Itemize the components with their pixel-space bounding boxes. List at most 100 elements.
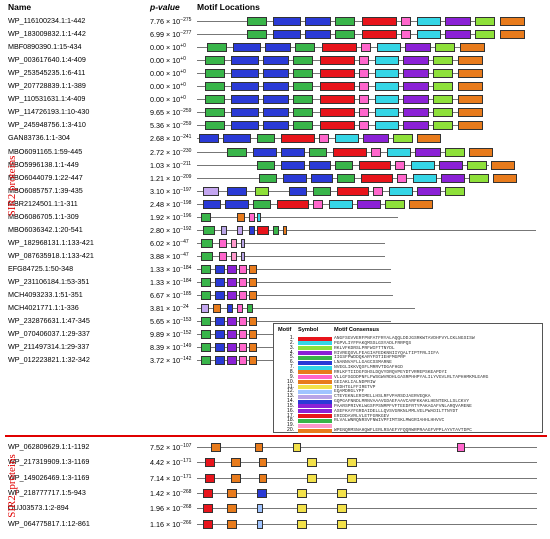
group-separator	[5, 435, 547, 437]
motif-block	[257, 519, 263, 529]
legend-motif-number: 8.	[289, 368, 294, 375]
motif-block	[293, 95, 313, 105]
motif-block	[297, 519, 307, 529]
pvalue-mantissa: 9.89 × 10	[150, 330, 181, 340]
motif-block	[227, 278, 237, 287]
motif-block	[433, 95, 453, 105]
legend-consensus: VLLGFSGDDPNFLFWSGWVRDHLGASRPHHPYALILYVGV…	[334, 374, 489, 380]
legend-symbol-swatch	[298, 423, 332, 428]
motif-block	[433, 121, 453, 131]
motif-block	[211, 443, 221, 452]
motif-block	[263, 69, 289, 79]
motif-block	[362, 17, 397, 26]
legend-symbol-swatch	[298, 365, 332, 370]
motif-block	[467, 160, 487, 170]
motif-block	[231, 69, 259, 79]
legend-motif-number: 7.	[289, 364, 294, 371]
motif-block	[227, 304, 233, 314]
pvalue-exponent: −142	[180, 356, 192, 363]
motif-block	[389, 186, 413, 196]
motif-block	[371, 147, 381, 157]
motif-block	[247, 304, 253, 314]
pvalue-mantissa: 2.72 × 10	[150, 147, 181, 157]
legend-motif-number: 19.	[287, 422, 294, 429]
sequence-line	[197, 242, 385, 244]
pvalue-exponent: −153	[180, 317, 192, 324]
sequence-line	[197, 308, 416, 310]
motif-block	[201, 212, 211, 222]
legend-consensus: LNANNVAFLLGAGCSSMARNE	[334, 360, 392, 366]
motif-block	[403, 69, 429, 79]
motif-block	[445, 17, 471, 26]
motif-block	[263, 108, 289, 118]
row-pvalue: 3.72 × 10−142	[150, 355, 191, 365]
motif-block	[491, 160, 515, 170]
legend-motif-number: 12.	[287, 388, 294, 395]
motif-block	[231, 121, 259, 131]
motif-block	[475, 30, 495, 40]
legend-consensus: TEDHTGLFFIRETVP	[334, 384, 376, 390]
pvalue-mantissa: 5.36 × 10	[150, 121, 181, 131]
legend-header-motif: Motif	[278, 327, 292, 333]
motif-block	[257, 212, 261, 222]
sequence-line	[197, 268, 392, 270]
legend-symbol-swatch	[298, 428, 332, 433]
pvalue-exponent: −211	[180, 160, 192, 167]
legend-motif-number: 6.	[289, 359, 294, 366]
motif-block	[259, 458, 267, 468]
motif-block	[357, 199, 381, 209]
motif-block	[239, 291, 247, 301]
pvalue-mantissa: 0.00 × 10	[150, 95, 181, 105]
motif-block	[263, 82, 289, 92]
pvalue-exponent: −185	[180, 291, 192, 298]
pvalue-mantissa: 1.03 × 10	[150, 160, 181, 170]
pvalue-exponent: −184	[180, 278, 192, 284]
row-pvalue: 1.33 × 10−184	[150, 277, 191, 287]
motif-block	[359, 69, 369, 79]
row-pvalue: 9.65 × 10−259	[150, 107, 191, 117]
motif-block	[231, 82, 259, 92]
pvalue-exponent: −47	[180, 251, 189, 258]
row-name: WP_149026469.1:3-1169	[8, 472, 90, 482]
motif-block	[273, 225, 279, 235]
motif-block	[397, 173, 407, 183]
legend-motif-number: 11.	[287, 383, 294, 390]
row-pvalue: 8.39 × 10−149	[150, 342, 191, 352]
motif-block	[259, 473, 267, 483]
legend-consensus: GQPGAFNNDLMRNVAAAVGDAEFAAVCARFKKAKLHENTE…	[334, 399, 470, 405]
pvalue-exponent: −275	[180, 17, 192, 23]
motif-block	[249, 356, 257, 366]
row-name: MCH4093233.1:51-351	[8, 290, 83, 300]
motif-block	[469, 147, 493, 157]
motif-block	[385, 199, 405, 209]
row-pvalue: 0.00 × 10+0	[150, 94, 186, 104]
motif-block	[500, 17, 525, 26]
motif-block	[320, 69, 355, 79]
motif-block	[377, 43, 401, 53]
pvalue-mantissa: 6.99 × 10	[150, 30, 181, 40]
pvalue-exponent: −197	[180, 186, 192, 193]
motif-block	[435, 43, 455, 53]
motif-block	[320, 108, 355, 118]
motif-block	[231, 458, 241, 468]
motif-block	[405, 43, 431, 53]
pvalue-exponent: −47	[180, 238, 189, 245]
sequence-line	[197, 447, 537, 448]
motif-block	[403, 108, 429, 118]
sequence-line	[197, 216, 398, 218]
pvalue-exponent: −171	[180, 473, 192, 480]
motif-block	[265, 43, 291, 53]
motif-block	[215, 278, 225, 287]
row-name: WP_231106184.1:53-351	[8, 277, 90, 286]
motif-block	[458, 108, 483, 118]
motif-block	[247, 17, 267, 26]
motif-block	[221, 225, 227, 235]
row-pvalue: 7.76 × 10−275	[150, 16, 191, 26]
row-name: MBR2124501.1:1-311	[8, 198, 78, 208]
pvalue-exponent: +0	[180, 43, 186, 50]
motif-block	[417, 30, 441, 40]
motif-block	[273, 17, 301, 26]
motif-block	[257, 488, 267, 498]
pvalue-exponent: −198	[180, 199, 192, 206]
motif-block	[359, 121, 369, 131]
